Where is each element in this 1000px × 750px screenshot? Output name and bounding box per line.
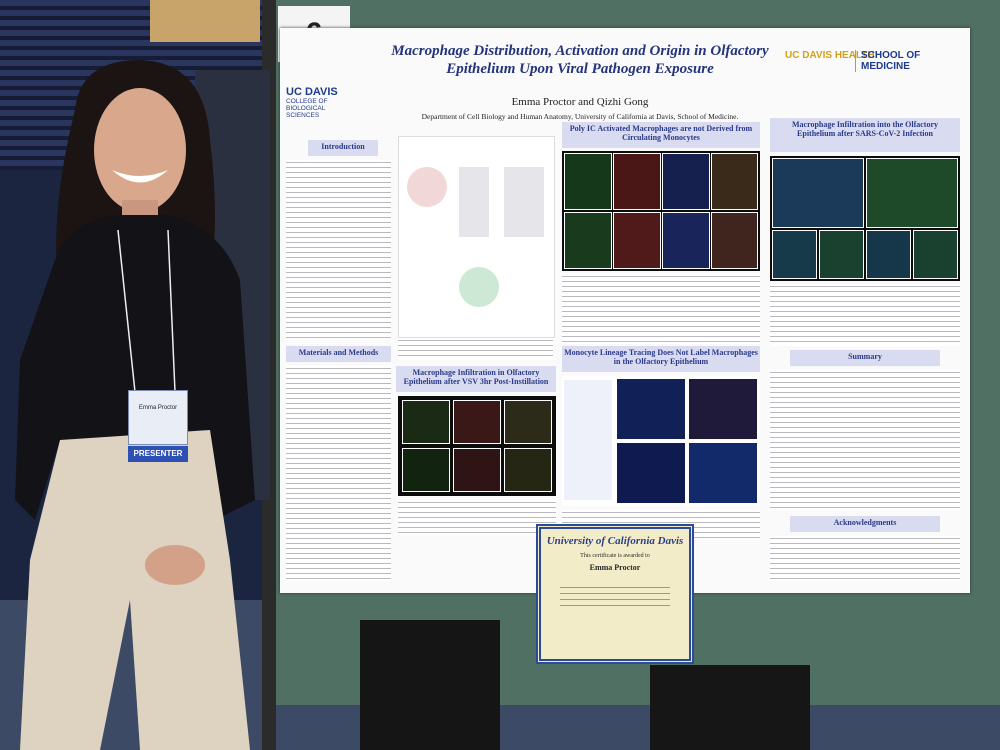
micrograph	[564, 212, 612, 269]
lanyard	[167, 229, 176, 393]
micrograph	[613, 212, 661, 269]
section-header: Poly IC Activated Macrophages are not De…	[562, 122, 760, 148]
poster-title: Macrophage Distribution, Activation and …	[391, 43, 769, 77]
logo-name: UC DAVIS	[286, 86, 338, 98]
person-legs	[650, 665, 810, 750]
name-badge: Emma Proctor	[128, 390, 188, 445]
schematic-icon	[459, 267, 499, 307]
certificate-heading: University of California Davis	[546, 535, 684, 547]
micrograph	[711, 212, 758, 269]
micrograph	[819, 230, 864, 279]
badge-name: Emma Proctor	[138, 405, 178, 411]
micrograph	[402, 448, 450, 492]
text-block	[770, 536, 960, 581]
caption	[398, 500, 556, 535]
micrograph-panel	[562, 376, 760, 506]
certificate: University of California Davis This cert…	[536, 524, 694, 664]
certificate-recipient: Emma Proctor	[589, 563, 641, 572]
micrograph	[662, 153, 710, 210]
micrograph	[662, 212, 710, 269]
poster-affiliation: Department of Cell Biology and Human Ana…	[421, 112, 739, 121]
presenter-figure	[15, 60, 255, 750]
micrograph	[711, 153, 758, 210]
section-header: Acknowledgments	[790, 516, 940, 532]
schematic-icon	[504, 167, 544, 237]
certificate-line: This certificate is awarded to	[580, 553, 650, 559]
micrograph	[772, 230, 817, 279]
section-header: Macrophage Infiltration in Olfactory Epi…	[396, 366, 556, 392]
certificate-text	[560, 582, 670, 610]
micrograph	[866, 158, 958, 228]
micrograph-panel	[562, 151, 760, 271]
logo-left: UC DAVIS COLLEGE OF BIOLOGICAL SCIENCES	[286, 86, 356, 126]
micrograph	[564, 153, 612, 210]
micrograph	[402, 400, 450, 444]
section-header: Monocyte Lineage Tracing Does Not Label …	[562, 346, 760, 372]
section-header: Macrophage Infiltration into the Olfacto…	[770, 118, 960, 152]
schematic-figure	[398, 136, 555, 338]
poster: UC DAVIS COLLEGE OF BIOLOGICAL SCIENCES …	[280, 28, 970, 593]
caption	[562, 274, 760, 344]
micrograph	[688, 442, 758, 504]
hands	[145, 545, 205, 585]
text-block	[286, 366, 391, 581]
micrograph	[866, 230, 911, 279]
micrograph	[504, 448, 552, 492]
logo-unit: COLLEGE OF BIOLOGICAL SCIENCES	[286, 98, 328, 120]
schematic-icon	[459, 167, 489, 237]
micrograph	[453, 448, 501, 492]
section-header: Introduction	[308, 140, 378, 156]
schematic	[564, 380, 612, 500]
micrograph-panel	[770, 156, 960, 281]
lanyard	[117, 229, 136, 393]
smile	[112, 170, 168, 183]
caption	[398, 338, 553, 360]
caption	[770, 284, 960, 346]
micrograph	[616, 442, 686, 504]
badge-role: PRESENTER	[128, 446, 188, 462]
face	[94, 88, 186, 212]
logo-right: UC DAVIS HEALTH SCHOOL OF MEDICINE	[785, 50, 945, 80]
black-top	[15, 215, 255, 520]
schematic-icon	[407, 167, 447, 207]
micrograph	[688, 378, 758, 440]
poster-authors: Emma Proctor and Qizhi Gong	[511, 96, 649, 108]
logo-name: UC DAVIS HEALTH	[785, 50, 875, 61]
wall-panel	[150, 0, 260, 42]
person-legs	[360, 620, 500, 750]
text-block	[770, 370, 960, 510]
logo-unit: SCHOOL OF MEDICINE	[855, 50, 941, 72]
section-header: Summary	[790, 350, 940, 366]
micrograph	[613, 153, 661, 210]
section-header: Materials and Methods	[286, 346, 391, 362]
text-block	[286, 160, 391, 340]
micrograph	[453, 400, 501, 444]
micrograph	[772, 158, 864, 228]
trousers	[20, 430, 250, 750]
micrograph	[616, 378, 686, 440]
micrograph	[913, 230, 958, 279]
micrograph	[504, 400, 552, 444]
micrograph-panel	[398, 396, 556, 496]
